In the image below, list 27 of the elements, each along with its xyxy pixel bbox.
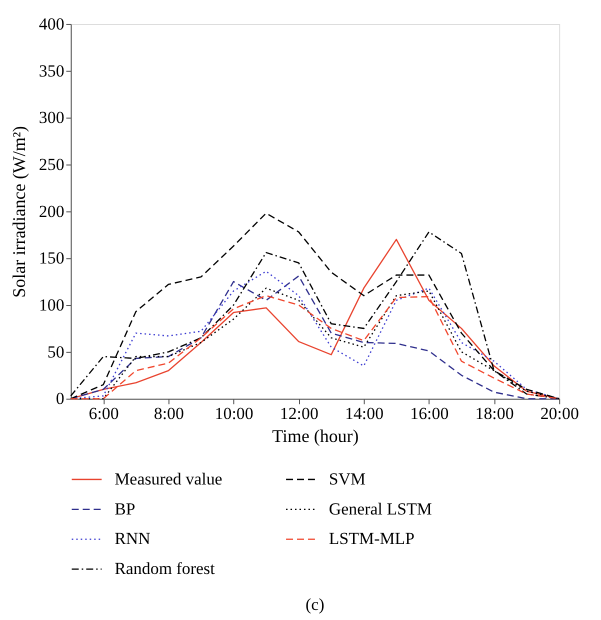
legend-label: Random forest [114,559,216,578]
x-tick-label: 18:00 [475,404,514,424]
y-tick-label: 200 [38,202,64,221]
legend-label: General LSTM [328,499,432,518]
legend-label: RNN [114,529,150,548]
legend-label: LSTM-MLP [328,529,415,548]
x-tick-label: 20:00 [540,404,579,424]
x-tick-label: 6:00 [88,404,119,424]
legend-label: Measured value [114,469,222,488]
y-tick-label: 300 [38,108,64,128]
y-tick-label: 100 [38,296,64,315]
x-tick-label: 8:00 [154,404,184,424]
x-axis-title: Time (hour) [272,426,359,446]
y-tick-label: 0 [56,389,64,408]
y-tick-label: 50 [47,342,64,362]
y-axis-title: Solar irradiance (W/m²) [8,126,29,298]
legend-label: BP [114,499,136,518]
y-tick-label: 150 [38,248,64,268]
y-tick-label: 400 [38,14,64,34]
y-tick-label: 250 [38,154,64,174]
x-tick-label: 14:00 [344,404,384,424]
legend-label: SVM [328,469,366,488]
y-tick-label: 350 [38,61,64,80]
x-tick-label: 12:00 [280,404,318,424]
x-tick-label: 16:00 [410,404,449,424]
x-tick-label: 10:00 [214,404,254,424]
text: (c) [306,595,324,614]
